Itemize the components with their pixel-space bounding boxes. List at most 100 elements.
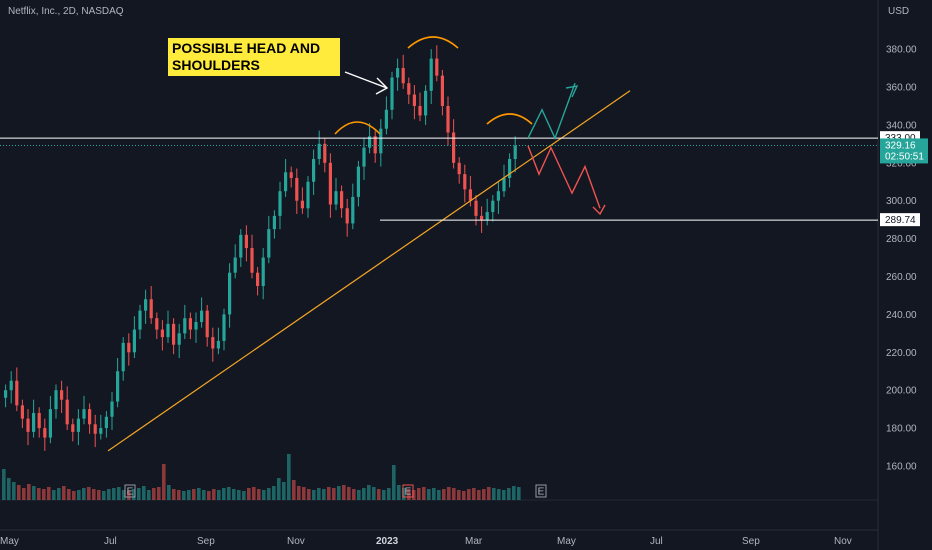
candle-body <box>418 105 422 116</box>
volume-bar <box>182 491 186 500</box>
candle-body <box>239 234 243 258</box>
time-tick-label: Sep <box>742 536 760 547</box>
candle-body <box>200 310 204 322</box>
candle-body <box>82 409 86 419</box>
candle-body <box>127 342 131 353</box>
volume-bar <box>382 490 386 500</box>
symbol-title: Netflix, Inc., 2D, NASDAQ <box>8 6 124 17</box>
candle-body <box>149 299 153 319</box>
earnings-marker: E <box>402 484 414 498</box>
volume-bar <box>187 490 191 500</box>
candle-body <box>446 105 450 133</box>
volume-bar <box>407 489 411 500</box>
candle-body <box>256 272 260 286</box>
candle-body <box>43 428 47 438</box>
volume-bar <box>122 490 126 500</box>
candle-body <box>194 321 198 330</box>
volume-bar <box>332 488 336 500</box>
volume-bar <box>482 489 486 500</box>
price-tick-label: 280.00 <box>886 234 917 245</box>
candle-body <box>412 94 416 106</box>
candle-body <box>110 401 114 417</box>
volume-bar <box>362 488 366 500</box>
volume-bar <box>232 489 236 500</box>
volume-bar <box>272 486 276 500</box>
price-tick-label: 160.00 <box>886 462 917 473</box>
candle-body <box>440 75 444 106</box>
volume-bar <box>412 490 416 500</box>
volume-bar <box>192 489 196 500</box>
candle-body <box>216 340 220 349</box>
candle-body <box>379 128 383 154</box>
candle-body <box>508 159 512 178</box>
candle-body <box>20 405 24 419</box>
candle-body <box>474 200 478 216</box>
candle-body <box>351 196 355 224</box>
time-tick-label: May <box>557 536 576 547</box>
candle-body <box>211 337 215 349</box>
currency-label: USD <box>888 6 909 17</box>
volume-bar <box>487 487 491 500</box>
volume-bar <box>87 487 91 500</box>
candle-body <box>496 191 500 201</box>
volume-bar <box>137 488 141 500</box>
volume-bar <box>397 485 401 500</box>
candle-body <box>4 390 8 398</box>
candle-body <box>172 323 176 345</box>
candle-body <box>132 329 136 353</box>
candle-body <box>317 143 321 160</box>
candle-body <box>289 172 293 178</box>
volume-bar <box>202 490 206 500</box>
volume-bar <box>12 482 16 500</box>
volume-bar <box>447 487 451 500</box>
earnings-marker: E <box>535 484 547 498</box>
time-tick-label: 2023 <box>376 536 399 547</box>
volume-bar <box>497 489 501 500</box>
price-tick-label: 360.00 <box>886 83 917 94</box>
earnings-marker-label: E <box>538 487 545 498</box>
volume-bar <box>277 478 281 500</box>
volume-bar <box>307 489 311 500</box>
candle-body <box>323 143 327 163</box>
volume-bar <box>142 486 146 500</box>
candle-body <box>356 166 360 197</box>
candle-body <box>26 418 30 432</box>
volume-bar <box>112 488 116 500</box>
candle-body <box>384 109 388 129</box>
volume-bar <box>177 490 181 500</box>
candle-body <box>32 412 36 432</box>
candle-body <box>502 177 506 192</box>
volume-bar <box>342 485 346 500</box>
candle-body <box>452 132 456 163</box>
candle-body <box>228 272 232 315</box>
volume-bar <box>97 490 101 500</box>
volume-bar <box>17 485 21 500</box>
candle-body <box>491 200 495 213</box>
volume-bar <box>52 490 56 500</box>
price-tick-label: 240.00 <box>886 310 917 321</box>
price-tick-label: 300.00 <box>886 196 917 207</box>
volume-bar <box>172 489 176 500</box>
volume-bar <box>77 490 81 500</box>
volume-bar <box>132 489 136 500</box>
volume-bar <box>327 487 331 500</box>
earnings-marker-box <box>535 484 547 498</box>
candle-body <box>9 380 13 391</box>
volume-bar <box>157 487 161 500</box>
volume-bar <box>287 454 291 500</box>
volume-bar <box>57 488 61 500</box>
volume-bar <box>347 487 351 500</box>
candle-body <box>328 162 332 205</box>
last-price-tag-text: 329.16 <box>885 140 916 151</box>
bullish-arrowhead <box>565 85 579 98</box>
annotation-arrow <box>344 71 388 89</box>
candle-body <box>188 318 192 330</box>
volume-bar <box>222 488 226 500</box>
candle-body <box>401 68 405 84</box>
volume-bar <box>62 486 66 500</box>
candle-body <box>272 215 276 230</box>
candle-body <box>76 418 80 432</box>
candle-body <box>424 90 428 116</box>
